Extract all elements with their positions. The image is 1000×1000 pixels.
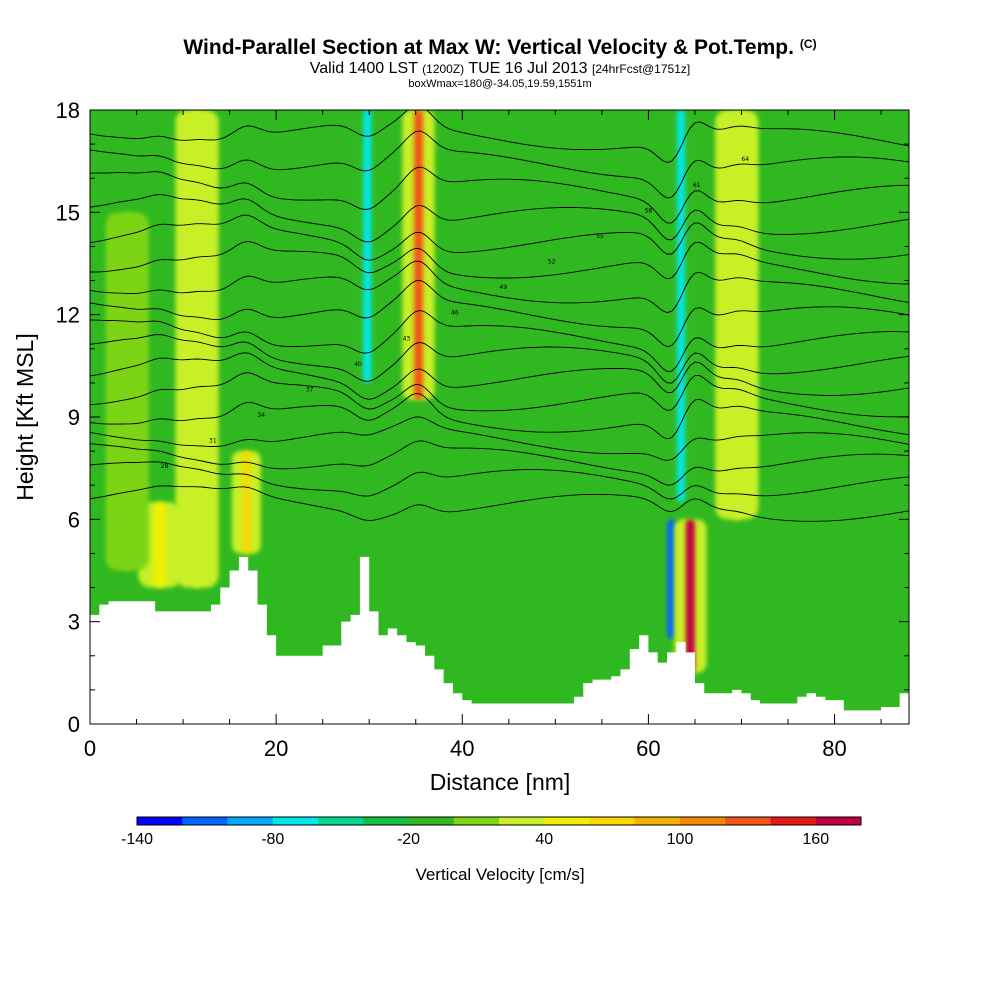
y-tick-label: 9 — [68, 405, 80, 430]
colorbar-tick-label: -80 — [261, 831, 284, 848]
chart-title-text: Wind-Parallel Section at Max W: Vertical… — [183, 36, 794, 59]
colorbar-tick-label: 160 — [802, 831, 829, 848]
x-tick-label: 0 — [84, 736, 96, 761]
x-axis-title: Distance [nm] — [430, 769, 571, 795]
colorbar-swatch — [634, 817, 681, 825]
theta-contour-label: 61 — [693, 182, 701, 189]
theta-contour-label: 43 — [403, 335, 411, 342]
x-axis: 0 20 40 60 80 — [84, 110, 882, 761]
colorbar-swatch — [770, 817, 817, 825]
terrain-mask — [90, 556, 909, 724]
chart-subtitle: Valid 1400 LST (1200Z) TUE 16 Jul 2013 [… — [0, 60, 1000, 78]
colorbar-tick-label: 40 — [535, 831, 553, 848]
colorbar-swatch — [272, 817, 319, 825]
colorbar-swatch — [680, 817, 726, 825]
valid-date: TUE 16 Jul 2013 — [468, 60, 588, 77]
theta-contour-label: 46 — [451, 310, 459, 317]
theta-contour-label: 49 — [499, 284, 507, 291]
colorbar: -140 -80 -20 40 100 160 — [121, 816, 862, 848]
colorbar-tick-label: -20 — [397, 831, 420, 848]
colorbar-swatch — [725, 817, 771, 825]
velocity-column-9 — [121, 212, 134, 571]
x-tick-label: 80 — [822, 736, 846, 761]
theta-contour-label: 58 — [645, 207, 653, 214]
valid-time: Valid 1400 LST — [309, 60, 418, 77]
theta-contour-label: 55 — [596, 233, 604, 240]
copyright-mark: (C) — [799, 37, 817, 51]
colorbar-swatch — [408, 817, 455, 825]
theta-contour-line — [90, 130, 909, 199]
colorbar-tick-label: -140 — [121, 831, 153, 848]
theta-contour-line — [90, 334, 909, 384]
utc-time: (1200Z) — [422, 62, 465, 76]
x-tick-label: 20 — [264, 736, 288, 761]
theta-contour-line — [90, 166, 909, 224]
theta-contours — [90, 110, 909, 522]
theta-contour-line — [90, 194, 909, 243]
theta-contour-line — [90, 280, 909, 348]
colorbar-swatch — [318, 817, 364, 825]
theta-contour-line — [90, 352, 909, 400]
y-tick-label: 18 — [56, 98, 80, 123]
velocity-column-7 — [676, 110, 685, 503]
y-tick-label: 0 — [68, 712, 80, 737]
theta-contour-line — [90, 485, 909, 522]
velocity-column-2 — [242, 451, 251, 554]
velocity-column-8 — [730, 110, 743, 520]
colorbar-swatch — [589, 817, 636, 825]
theta-contour-line — [90, 416, 909, 461]
colorbar-swatch — [544, 817, 590, 825]
theta-contour-line — [90, 461, 909, 500]
theta-contour-label: 52 — [548, 259, 556, 266]
velocity-column-6 — [685, 519, 695, 673]
y-tick-label: 15 — [56, 200, 80, 225]
colorbar-swatch — [815, 817, 862, 825]
theta-contour-label: 40 — [354, 361, 362, 368]
theta-contour-line — [90, 372, 909, 418]
colorbar-title: Vertical Velocity [cm/s] — [415, 865, 584, 884]
colorbar-swatch — [453, 817, 500, 825]
theta-contour-label: 37 — [306, 386, 314, 393]
theta-contour-line — [90, 392, 909, 440]
theta-contour-line — [90, 241, 909, 285]
colorbar-tick-label: 100 — [667, 831, 694, 848]
y-tick-label: 12 — [56, 303, 80, 328]
theta-contour-line — [90, 310, 909, 372]
colorbar-swatch — [182, 817, 228, 825]
velocity-column-3 — [363, 110, 372, 383]
colorbar-swatch — [499, 817, 545, 825]
x-tick-label: 60 — [636, 736, 660, 761]
velocity-column-4 — [414, 110, 424, 400]
theta-contour-line — [90, 214, 909, 261]
theta-contour-line — [90, 260, 909, 314]
y-tick-label: 6 — [68, 507, 80, 532]
plot-area: 28 31 34 37 40 43 46 49 52 55 58 61 64 — [90, 110, 909, 724]
colorbar-frame — [136, 816, 862, 826]
colorbar-swatch — [363, 817, 409, 825]
colorbar-swatch — [227, 817, 274, 825]
theta-contour-label: 31 — [209, 438, 217, 445]
velocity-column-5 — [667, 519, 677, 639]
chart-title: Wind-Parallel Section at Max W: Vertical… — [0, 36, 1000, 60]
x-tick-label: 40 — [450, 736, 474, 761]
forecast-info: [24hrFcst@1751z] — [591, 62, 691, 76]
y-axis: 0 3 6 9 12 15 18 — [56, 98, 909, 737]
theta-contour-label: 64 — [741, 156, 749, 163]
box-wmax-info: boxWmax=180@-34.05,19.59,1551m — [408, 78, 592, 90]
theta-contour-line — [90, 440, 909, 486]
velocity-column-1 — [153, 502, 166, 588]
theta-contour-label: 34 — [257, 412, 265, 419]
theta-contour-label: 28 — [161, 463, 169, 470]
y-tick-label: 3 — [68, 610, 80, 635]
theta-contour-labels: 28 31 34 37 40 43 46 49 52 55 58 61 64 — [161, 156, 750, 470]
colorbar-swatch — [137, 817, 183, 825]
y-axis-title: Height [Kft MSL] — [12, 333, 38, 500]
theta-contour-line — [90, 110, 909, 163]
